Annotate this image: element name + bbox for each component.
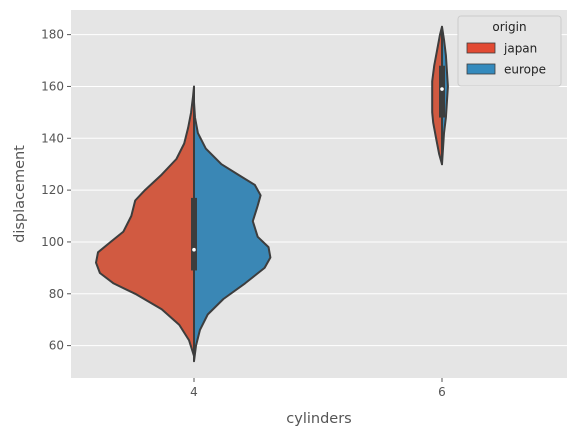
y-tick-label: 120 (41, 183, 64, 197)
y-tick-label: 60 (49, 339, 64, 353)
box-median-4 (192, 247, 196, 252)
legend-title: origin (492, 20, 526, 34)
y-tick-label: 80 (49, 287, 64, 301)
legend-swatch-japan (466, 42, 496, 54)
box-iqr-4 (191, 197, 197, 271)
legend: origin japan europe (457, 15, 562, 87)
y-tick-label: 180 (41, 28, 64, 42)
y-axis-title: displacement (12, 145, 28, 243)
x-tick-label: 6 (438, 385, 446, 399)
y-axis: 60 80 100 120 140 160 180 (41, 28, 71, 353)
box-plots (191, 32, 445, 356)
box-median-6 (440, 87, 444, 91)
violin-europe-4 (193, 101, 272, 363)
legend-swatch-europe (466, 63, 496, 75)
legend-label-europe: europe (504, 63, 546, 77)
box-iqr-6 (439, 65, 445, 118)
y-tick-label: 140 (41, 131, 64, 145)
x-axis-title: cylinders (286, 411, 351, 427)
y-tick-label: 100 (41, 235, 64, 249)
legend-label-japan: japan (503, 42, 537, 56)
violin-japan-4 (95, 85, 195, 357)
violins (95, 25, 449, 363)
y-tick-label: 160 (41, 79, 64, 93)
violin-japan-6 (431, 25, 443, 166)
x-tick-label: 4 (190, 385, 198, 399)
